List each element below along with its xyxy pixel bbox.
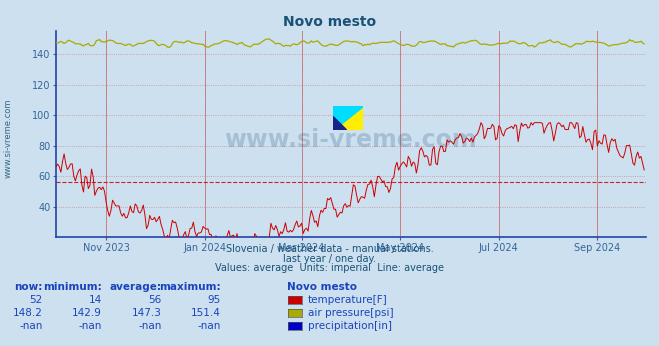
Text: Slovenia / weather data - manual stations.: Slovenia / weather data - manual station… <box>225 244 434 254</box>
Text: 95: 95 <box>208 295 221 305</box>
Text: 151.4: 151.4 <box>191 308 221 318</box>
Text: -nan: -nan <box>138 321 161 331</box>
Text: 142.9: 142.9 <box>72 308 102 318</box>
Text: Novo mesto: Novo mesto <box>287 282 357 292</box>
Text: air pressure[psi]: air pressure[psi] <box>308 308 393 318</box>
Text: www.si-vreme.com: www.si-vreme.com <box>225 128 477 152</box>
Polygon shape <box>333 106 363 130</box>
Text: 56: 56 <box>148 295 161 305</box>
Text: precipitation[in]: precipitation[in] <box>308 321 391 331</box>
Text: -nan: -nan <box>198 321 221 331</box>
Text: minimum:: minimum: <box>43 282 102 292</box>
Text: -nan: -nan <box>20 321 43 331</box>
Text: Novo mesto: Novo mesto <box>283 15 376 28</box>
Text: 14: 14 <box>89 295 102 305</box>
Text: last year / one day.: last year / one day. <box>283 254 376 264</box>
Text: maximum:: maximum: <box>159 282 221 292</box>
Text: 148.2: 148.2 <box>13 308 43 318</box>
Text: 147.3: 147.3 <box>132 308 161 318</box>
Text: 52: 52 <box>30 295 43 305</box>
Polygon shape <box>333 117 347 130</box>
Text: average:: average: <box>109 282 161 292</box>
Polygon shape <box>333 106 363 130</box>
Text: -nan: -nan <box>79 321 102 331</box>
Text: temperature[F]: temperature[F] <box>308 295 387 305</box>
Text: www.si-vreme.com: www.si-vreme.com <box>4 99 13 178</box>
Text: Values: average  Units: imperial  Line: average: Values: average Units: imperial Line: av… <box>215 263 444 273</box>
Text: now:: now: <box>14 282 43 292</box>
